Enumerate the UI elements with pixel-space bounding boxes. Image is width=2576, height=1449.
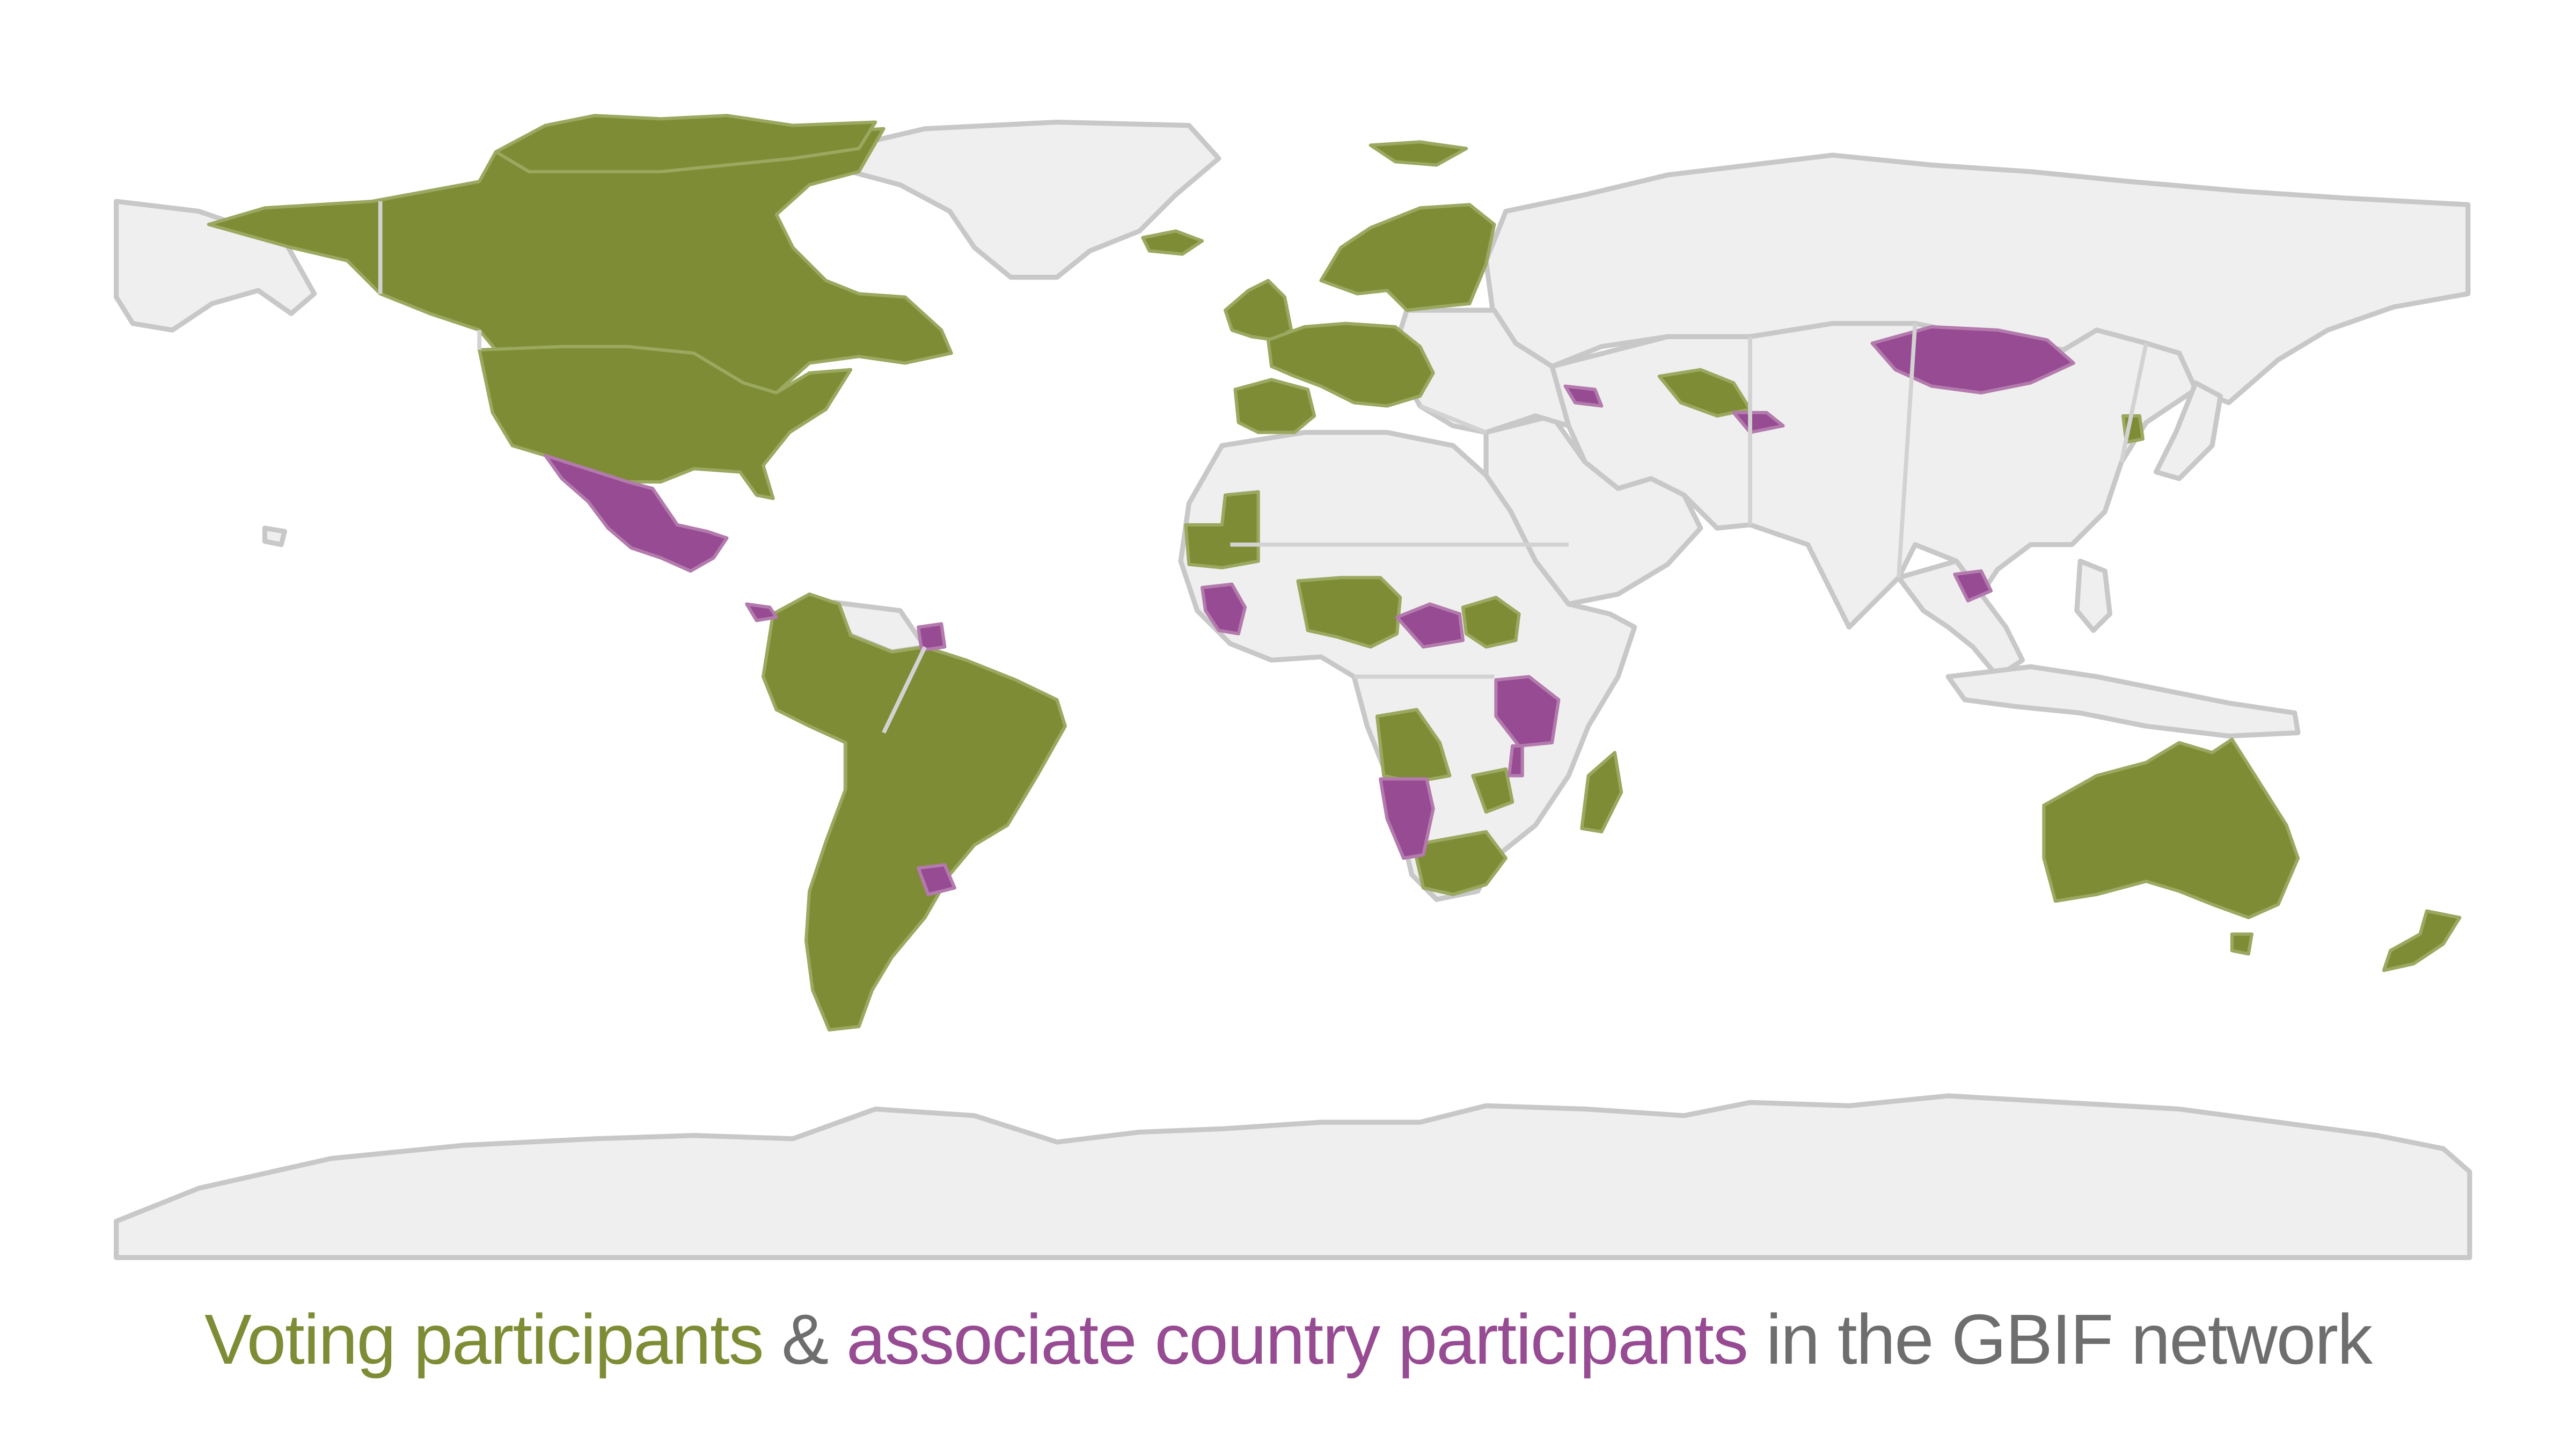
legend-separator: & — [763, 1300, 847, 1379]
country-borders — [378, 201, 2148, 734]
legend-voting-label: Voting participants — [204, 1300, 764, 1379]
legend-suffix: in the GBIF network — [1747, 1300, 2373, 1379]
country-south-america — [762, 592, 1067, 1031]
country-west-africa-group — [1296, 576, 1402, 649]
country-new-zealand — [2382, 909, 2462, 972]
country-iceland — [1141, 229, 1204, 256]
country-svalbard — [1368, 140, 1468, 167]
country-central-african-republic — [1395, 602, 1465, 649]
associate-participants — [544, 325, 2075, 896]
country-south-sudan — [1461, 596, 1521, 649]
non-participant-land — [114, 119, 2472, 1260]
country-uruguay — [917, 863, 956, 896]
region-philippines — [2074, 558, 2113, 633]
region-indonesia — [1945, 664, 2301, 739]
country-madagascar — [1580, 751, 1623, 833]
country-guinea-liberia — [1201, 582, 1247, 635]
map-caption: Voting participants & associate country … — [0, 1299, 2576, 1380]
region-greenland — [823, 119, 1221, 280]
country-namibia — [1379, 777, 1435, 860]
country-scandinavia — [1319, 203, 1496, 312]
legend-associate-label: associate country participants — [846, 1300, 1748, 1379]
country-uk-ireland — [1224, 279, 1293, 342]
country-angola — [1375, 708, 1452, 784]
country-suriname — [917, 622, 947, 652]
country-south-africa — [1411, 830, 1507, 896]
country-georgia — [1563, 384, 1604, 408]
country-tajikistan — [1732, 411, 1785, 434]
region-antarctica — [114, 1093, 2472, 1260]
country-australia — [2042, 737, 2300, 919]
country-canada-arctic — [494, 114, 877, 173]
country-cambodia — [1953, 569, 1993, 603]
country-zimbabwe — [1471, 767, 1514, 814]
country-western-europe — [1267, 321, 1435, 408]
country-mauritania — [1184, 490, 1260, 569]
country-malawi — [1507, 744, 1524, 778]
region-japan — [2153, 380, 2223, 481]
region-hawaii — [262, 525, 287, 547]
country-iberia — [1233, 378, 1316, 434]
country-mexico — [544, 453, 729, 573]
country-tanzania — [1494, 675, 1561, 748]
country-costa-rica-panama — [745, 602, 778, 623]
country-tasmania — [2230, 932, 2253, 956]
